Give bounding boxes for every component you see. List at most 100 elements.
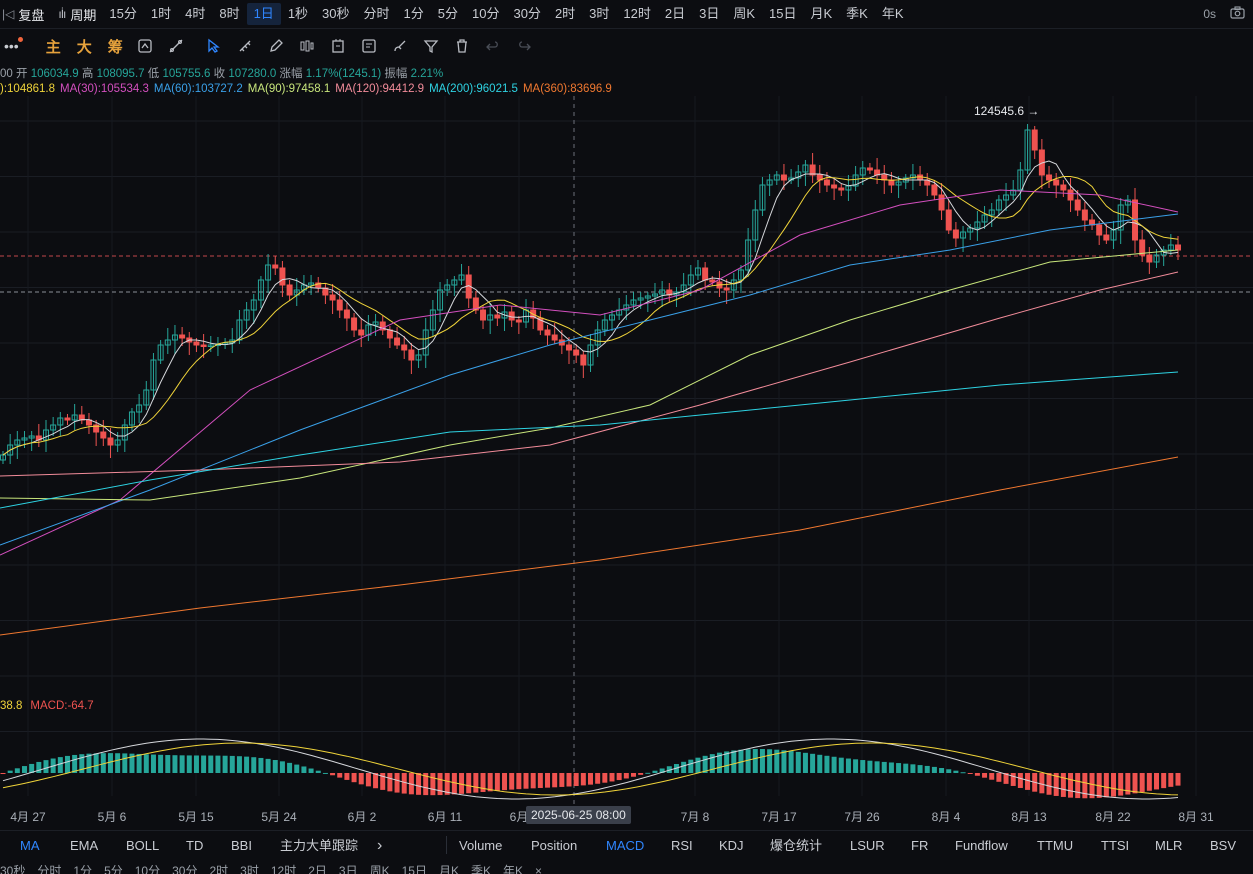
timeframe-9[interactable]: 5分 <box>437 6 458 21</box>
overflow-timeframe-4[interactable]: 10分 <box>134 864 161 874</box>
main-indicator-tab-5[interactable]: 主力大单跟踪 <box>280 838 359 853</box>
candle-body <box>694 267 701 276</box>
more-indicators-arrow-icon[interactable]: › <box>377 837 383 854</box>
brush-icon[interactable] <box>391 37 409 55</box>
timeframe-12[interactable]: 2时 <box>554 6 576 21</box>
more-icon[interactable]: ••• <box>4 38 19 54</box>
macd-bar <box>802 752 808 773</box>
timeframe-8[interactable]: 1分 <box>403 6 424 21</box>
timeframe-3[interactable]: 8时 <box>219 6 240 21</box>
close-value: 107280.0 <box>228 68 277 80</box>
replay-button[interactable]: |◁ 复盘 <box>0 5 44 24</box>
timeframe-20[interactable]: 季K <box>846 6 868 21</box>
sub-indicator-tab-2[interactable]: MACD <box>606 838 645 853</box>
timeframe-14[interactable]: 12时 <box>623 6 651 21</box>
camera-icon[interactable] <box>1230 6 1245 22</box>
timeframe-0[interactable]: 15分 <box>109 6 137 21</box>
overflow-timeframe-9[interactable]: 2日 <box>308 864 327 874</box>
overflow-timeframe-8[interactable]: 12时 <box>270 864 297 874</box>
overflow-timeframe-1[interactable]: 分时 <box>37 864 62 874</box>
timeframe-18[interactable]: 15日 <box>769 6 797 21</box>
filter-icon[interactable] <box>422 37 440 55</box>
timeframe-13[interactable]: 3时 <box>589 6 610 21</box>
sub-indicator-tab-12[interactable]: BSV <box>1210 838 1237 853</box>
timeframe-1[interactable]: 1时 <box>150 6 172 21</box>
timeframe-2[interactable]: 4时 <box>185 6 206 21</box>
overflow-timeframe-10[interactable]: 3日 <box>338 864 358 874</box>
overflow-timeframe-6[interactable]: 2时 <box>209 864 229 874</box>
candle-body <box>50 424 57 431</box>
timeframe-15[interactable]: 2日 <box>664 6 686 21</box>
note-icon[interactable] <box>360 37 378 55</box>
main-indicator-tab-2[interactable]: BOLL <box>126 838 160 853</box>
trash-icon[interactable] <box>453 37 471 55</box>
overflow-timeframe-0[interactable]: 30秒 <box>0 864 26 874</box>
timeframe-4[interactable]: 1日 <box>246 3 281 25</box>
macd-bar <box>903 763 909 773</box>
sub-indicator-tab-7[interactable]: FR <box>911 838 929 853</box>
large-order-button[interactable]: 大 <box>76 38 92 56</box>
overflow-timeframe-14[interactable]: 季K <box>470 864 491 874</box>
candle-body <box>28 435 35 439</box>
timeframe-17[interactable]: 周K <box>733 6 756 21</box>
x-tick-label: 7月 8 <box>680 810 710 824</box>
timeframe-10[interactable]: 10分 <box>472 6 500 21</box>
overflow-timeframe-12[interactable]: 15日 <box>401 864 427 874</box>
timeframe-19[interactable]: 月K <box>810 6 833 21</box>
sub-indicator-tab-0[interactable]: Volume <box>459 838 503 853</box>
position-icon[interactable] <box>329 37 347 55</box>
auto-draw-icon[interactable] <box>136 37 154 55</box>
timeframe-7[interactable]: 分时 <box>363 6 390 21</box>
sub-indicator-tab-5[interactable]: 爆仓统计 <box>770 838 823 853</box>
overflow-timeframe-3[interactable]: 5分 <box>104 864 123 874</box>
timeframe-21[interactable]: 年K <box>881 6 904 21</box>
sub-indicator-tab-11[interactable]: MLR <box>1155 838 1183 853</box>
macd-bar <box>946 769 952 773</box>
timeframe-11[interactable]: 30分 <box>513 6 541 21</box>
indicator-bar: MA EMA BOLL TD BBI 主力大单跟踪 › Volume Position MACD R… <box>0 830 1253 861</box>
main-indicator-tab-4[interactable]: BBI <box>231 838 252 853</box>
macd-bar <box>36 761 42 773</box>
price-chart[interactable]: 124545.6 → <box>0 96 1253 804</box>
candle-body <box>945 209 952 231</box>
overflow-timeframe-11[interactable]: 周K <box>369 864 390 874</box>
candle-body <box>1053 179 1060 186</box>
main-indicator-tab-0[interactable]: MA <box>20 838 40 853</box>
overflow-timeframe-2[interactable]: 1分 <box>73 864 93 874</box>
main-indicator-tab-1[interactable]: EMA <box>70 838 99 853</box>
candle-body <box>143 389 150 406</box>
macd-bar <box>244 756 250 773</box>
sub-indicator-tab-8[interactable]: Fundflow <box>955 838 1008 853</box>
overflow-timeframe-13[interactable]: 月K <box>438 864 459 874</box>
cursor-tool-icon[interactable] <box>205 37 223 55</box>
timeframe-5[interactable]: 1秒 <box>287 6 309 21</box>
sub-indicator-tab-10[interactable]: TTSI <box>1101 838 1130 853</box>
candle-body <box>1146 254 1153 263</box>
overflow-timeframe-16[interactable]: × <box>535 864 543 874</box>
candle-body <box>802 164 809 173</box>
sub-indicator-tab-1[interactable]: Position <box>531 838 578 853</box>
undo-icon[interactable] <box>484 37 502 55</box>
x-tick-label: 6月 2 <box>347 810 377 824</box>
main-indicator-button[interactable]: 主 <box>45 38 61 56</box>
sub-indicator-tab-6[interactable]: LSUR <box>850 838 885 853</box>
ruler-icon[interactable] <box>236 37 254 55</box>
macd-bar <box>1017 773 1023 788</box>
candle-body <box>372 321 379 326</box>
pattern-icon[interactable] <box>298 37 316 55</box>
line-tool-icon[interactable] <box>167 37 185 55</box>
sub-indicator-tab-9[interactable]: TTMU <box>1037 838 1074 853</box>
sub-indicator-tab-3[interactable]: RSI <box>671 838 693 853</box>
pen-icon[interactable] <box>267 37 285 55</box>
overflow-timeframe-7[interactable]: 3时 <box>240 864 259 874</box>
sub-indicator-tab-4[interactable]: KDJ <box>719 838 744 853</box>
period-button[interactable]: ıİı 周期 <box>58 5 96 24</box>
redo-icon[interactable] <box>515 37 533 55</box>
overflow-timeframe-5[interactable]: 30分 <box>172 864 198 874</box>
candle-body <box>42 429 49 441</box>
timeframe-16[interactable]: 3日 <box>699 6 720 21</box>
main-indicator-tab-3[interactable]: TD <box>186 838 204 853</box>
overflow-timeframe-15[interactable]: 年K <box>502 864 523 874</box>
chip-button[interactable]: 筹 <box>107 38 123 56</box>
timeframe-6[interactable]: 30秒 <box>322 6 350 21</box>
